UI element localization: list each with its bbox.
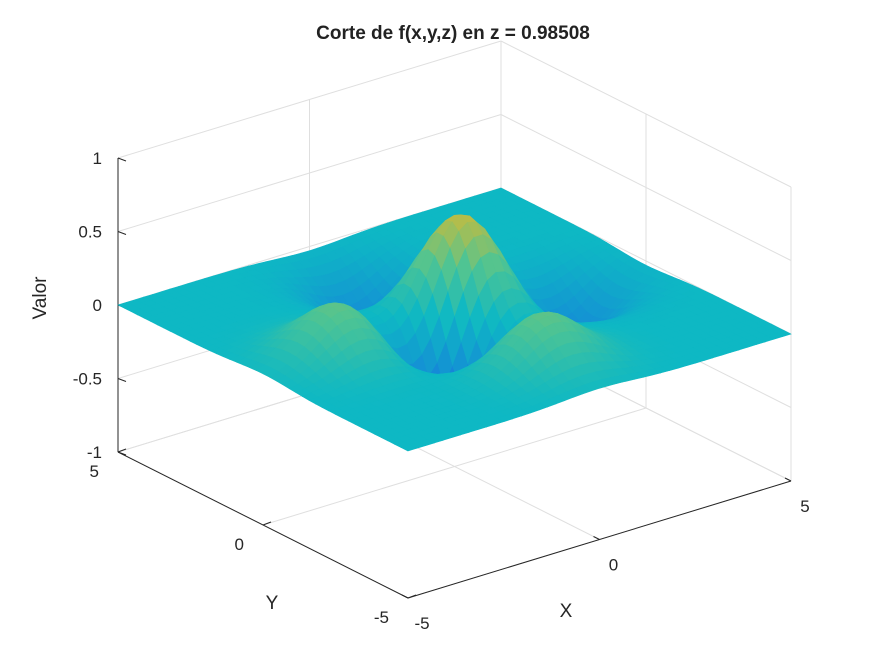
z-tick-label: -1 [87,443,102,462]
z-tick-mark [117,157,127,162]
y-tick-label: 5 [90,462,99,481]
x-tick-mark [401,594,409,599]
z-tick-label: 0 [93,296,102,315]
x-axis-label: X [560,601,573,622]
chart-title: Corte de f(x,y,z) en z = 0.98508 [316,23,590,44]
x-tick-mark [784,477,792,482]
z-tick-label: 0.5 [78,223,102,242]
z-tick-mark [117,378,127,382]
z-tick-mark [117,451,127,456]
grid-line [262,407,647,526]
y-tick-mark [262,521,272,526]
z-axis-label: Valor [30,276,51,320]
tick-labels: -505-505-1-0.500.51 [73,149,810,633]
y-axis-label: Y [266,593,279,614]
y-tick-label: -5 [374,608,389,627]
y-tick-label: 0 [235,535,244,554]
x-tick-mark [593,536,600,540]
x-tick-label: 5 [800,497,809,516]
x-tick-label: -5 [414,614,429,633]
y-tick-mark [407,594,417,599]
z-tick-label: 1 [93,149,102,168]
y-tick-mark [117,448,127,453]
z-tick-label: -0.5 [73,370,102,389]
surface [117,187,792,452]
surface-patch [400,444,418,452]
x-tick-label: 0 [609,556,618,575]
z-tick-mark [117,231,127,235]
